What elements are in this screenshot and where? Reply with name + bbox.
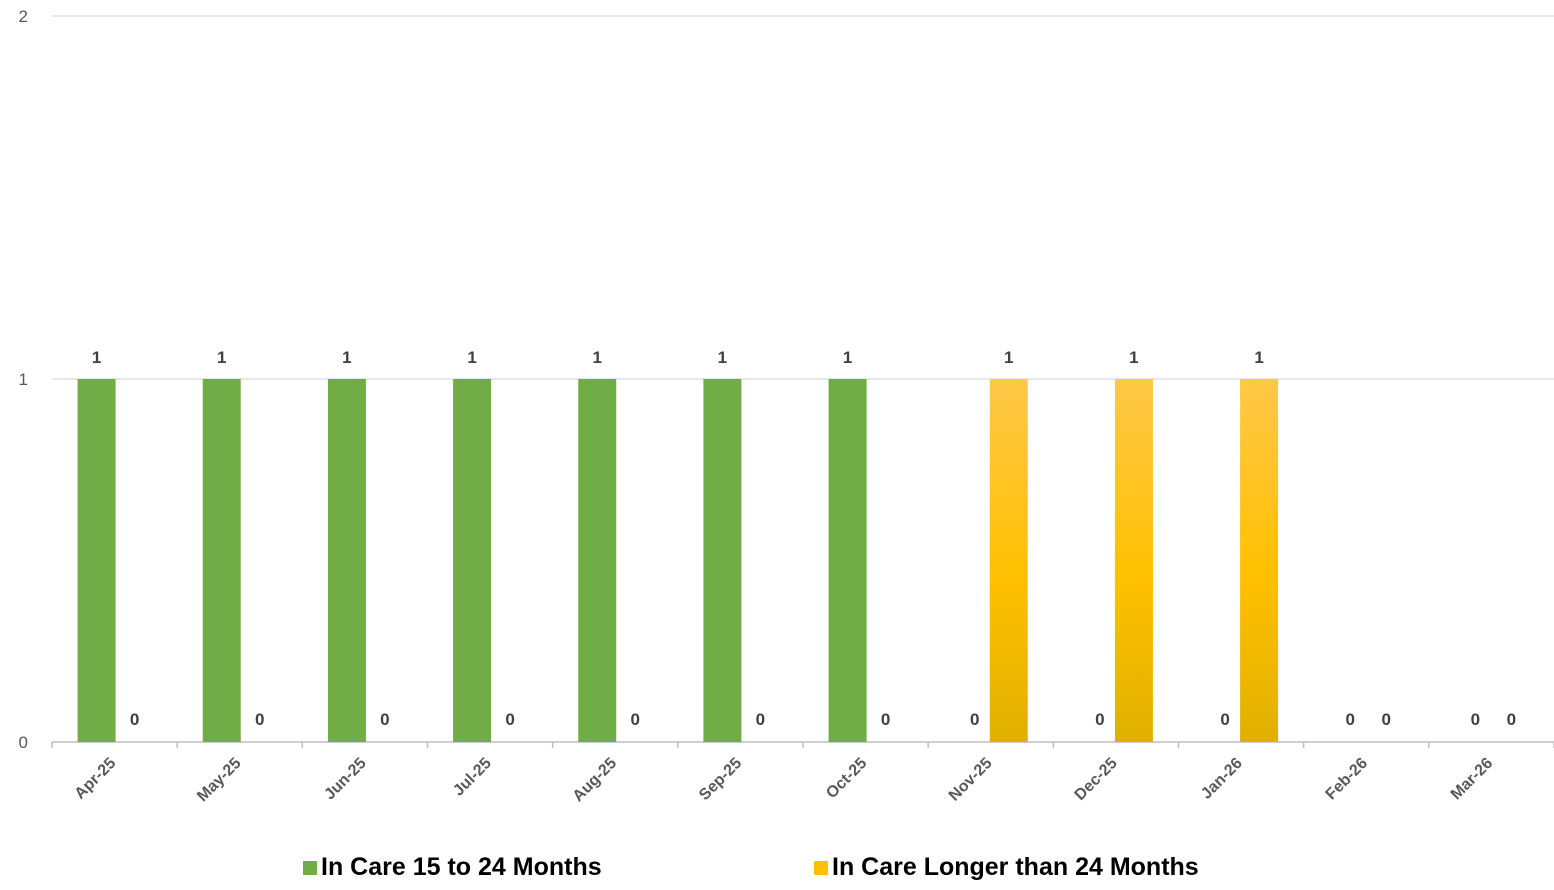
legend-swatch-gold (814, 860, 828, 875)
data-labels: 1 1 1 1 1 1 1 0 0 0 0 0 0 0 0 0 0 0 0 1 1 1 0 0 (92, 348, 1516, 729)
y-tick-label: 1 (19, 370, 28, 389)
data-label: 0 (1507, 710, 1516, 729)
data-label: 0 (380, 710, 389, 729)
legend-swatch-green (303, 860, 317, 875)
bar-series-1[interactable] (828, 379, 867, 742)
bar-series-2[interactable] (1114, 379, 1153, 742)
data-label: 0 (1220, 710, 1229, 729)
x-tick-label: May-25 (194, 755, 244, 805)
x-tick-label: Jul-25 (450, 755, 495, 800)
data-label: 1 (342, 348, 351, 367)
x-tick-label: Feb-26 (1323, 755, 1372, 804)
data-label: 0 (881, 710, 890, 729)
legend-item-series-2[interactable]: In Care Longer than 24 Months (814, 853, 1199, 882)
x-tick-label: Nov-25 (946, 755, 996, 805)
data-label: 0 (970, 710, 979, 729)
bar-series-1[interactable] (703, 379, 742, 742)
data-label: 1 (1129, 348, 1138, 367)
data-label: 1 (217, 348, 226, 367)
bar-series-1[interactable] (77, 379, 116, 742)
data-label: 0 (1346, 710, 1355, 729)
x-tick-label: Sep-25 (696, 755, 745, 804)
bar-series-1[interactable] (202, 379, 241, 742)
bar-series-2[interactable] (989, 379, 1028, 742)
data-label: 1 (467, 348, 476, 367)
data-label: 0 (1471, 710, 1480, 729)
axes: 0 1 2 Apr-25 May-25 Jun-25 Jul-25 Aug-25 Sep-25 O… (19, 7, 1554, 805)
data-label: 0 (505, 710, 514, 729)
bar-series-1[interactable] (578, 379, 617, 742)
data-label: 1 (1004, 348, 1013, 367)
legend-label-series-2: In Care Longer than 24 Months (832, 853, 1199, 881)
data-label: 1 (843, 348, 852, 367)
legend: In Care 15 to 24 Months In Care Longer t… (0, 853, 1554, 885)
data-label: 0 (255, 710, 264, 729)
x-tick-label: Apr-25 (72, 755, 120, 803)
bars (77, 379, 1279, 742)
data-label: 1 (718, 348, 727, 367)
data-label: 1 (92, 348, 101, 367)
gridlines (52, 15, 1554, 380)
data-label: 0 (631, 710, 640, 729)
data-label: 1 (1254, 348, 1263, 367)
bar-series-2[interactable] (1240, 379, 1279, 742)
data-label: 0 (756, 710, 765, 729)
data-label: 0 (1095, 710, 1104, 729)
bar-series-1[interactable] (327, 379, 366, 742)
y-tick-label: 0 (19, 733, 28, 752)
data-label: 0 (1382, 710, 1391, 729)
x-tick-label: Jun-25 (321, 755, 370, 804)
x-tick-label: Mar-26 (1448, 755, 1497, 804)
y-tick-label: 2 (19, 7, 28, 26)
x-tick-label: Dec-25 (1072, 755, 1121, 804)
data-label: 1 (593, 348, 602, 367)
x-tick-label: Jan-26 (1198, 755, 1246, 803)
legend-label-series-1: In Care 15 to 24 Months (321, 853, 602, 881)
x-tick-label: Aug-25 (570, 755, 620, 805)
bar-series-1[interactable] (453, 379, 492, 742)
data-label: 0 (130, 710, 139, 729)
legend-item-series-1[interactable]: In Care 15 to 24 Months (303, 853, 602, 882)
x-tick-label: Oct-25 (823, 755, 870, 802)
